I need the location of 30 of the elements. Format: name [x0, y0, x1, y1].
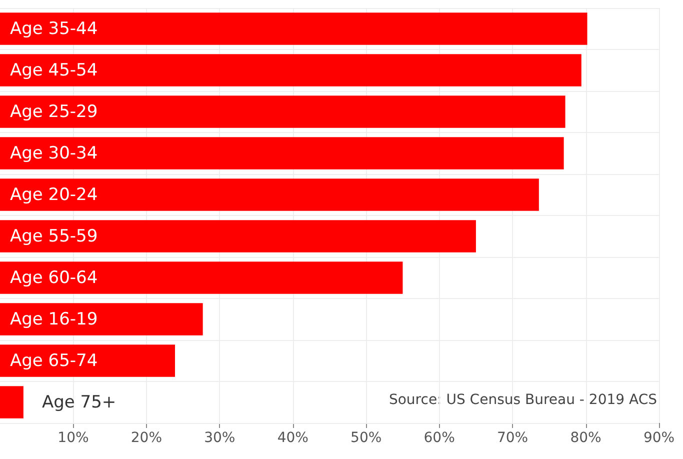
x-tick-label: 50% [350, 430, 382, 446]
y-tick-label: Age 55-59 [10, 226, 98, 246]
bar [0, 303, 203, 336]
bar [0, 96, 566, 128]
y-tick-label: Age 30-34 [10, 143, 98, 164]
bar [0, 54, 582, 86]
x-tick-label: 90% [643, 430, 675, 446]
x-tick-label: 10% [58, 430, 89, 446]
x-tick-label: 30% [204, 430, 236, 446]
x-tick-label: 80% [570, 430, 602, 446]
y-tick-label: Age 65-74 [10, 350, 98, 371]
y-tick-label: Age 60-64 [10, 268, 98, 288]
y-tick-label: Age 35-44 [10, 18, 98, 39]
bar [0, 344, 175, 377]
bar [0, 262, 403, 294]
x-tick-label: 20% [130, 430, 162, 446]
y-tick-label: Age 25-29 [10, 102, 98, 122]
bar [0, 137, 564, 170]
bar [0, 220, 476, 252]
bar [0, 386, 24, 418]
y-tick-label: Age 16-19 [10, 309, 98, 330]
x-tick-label: 70% [496, 430, 528, 446]
bar [0, 178, 539, 211]
y-tick-label: Age 45-54 [10, 60, 98, 80]
annotation: Source: US Census Bureau - 2019 ACS [388, 392, 658, 408]
x-tick-label: 60% [424, 430, 455, 446]
y-tick-label: Age 75+ [42, 392, 116, 412]
x-tick-label: 40% [277, 430, 308, 446]
y-tick-label: Age 20-24 [10, 184, 98, 205]
bar [0, 12, 588, 45]
